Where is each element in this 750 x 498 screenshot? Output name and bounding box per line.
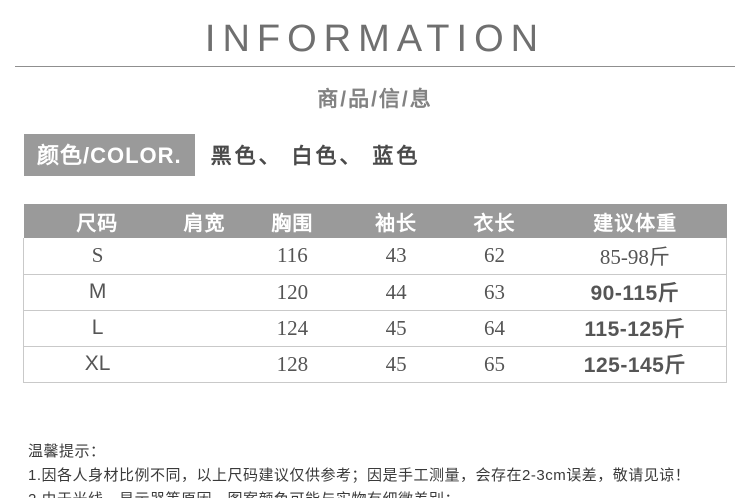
cell-sleeve: 43 [346,238,446,275]
cell-shoulder [171,274,238,311]
cell-bust: 128 [237,346,347,383]
cell-size: XL [23,346,172,383]
table-row-s: S 116 43 62 85-98斤 [23,238,727,275]
cell-sleeve: 44 [346,274,446,311]
column-header-shoulder: 肩宽 [171,204,238,238]
cell-length: 65 [445,346,544,383]
size-table: 尺码 肩宽 胸围 袖长 衣长 建议体重 S 116 43 62 85-98斤 M… [23,204,727,383]
table-row-l: L 124 45 64 115-125斤 [23,310,727,347]
notes-section: 温馨提示： 1.因各人身材比例不同，以上尺码建议仅供参考；因是手工测量，会存在2… [28,440,750,498]
cell-bust: 124 [237,310,347,347]
column-header-size: 尺码 [23,204,172,238]
notes-title: 温馨提示： [28,442,106,460]
table-row-xl: XL 128 45 65 125-145斤 [23,346,727,383]
table-row-m: M 120 44 63 90-115斤 [23,274,727,311]
cell-bust: 120 [237,274,347,311]
page-subtitle: 商/品/信/息 [317,88,433,111]
column-header-length: 衣长 [445,204,544,238]
title-divider [15,66,735,67]
cell-shoulder [171,310,238,347]
column-header-weight: 建议体重 [543,204,727,238]
color-section: 颜色/COLOR. 黑色、 白色、 蓝色 [24,134,750,176]
column-header-bust: 胸围 [237,204,347,238]
cell-sleeve: 45 [346,346,446,383]
cell-weight: 125-145斤 [543,346,727,383]
cell-length: 64 [445,310,544,347]
cell-length: 63 [445,274,544,311]
cell-sleeve: 45 [346,310,446,347]
cell-weight: 90-115斤 [543,274,727,311]
note-item-1: 1.因各人身材比例不同，以上尺码建议仅供参考；因是手工测量，会存在2-3cm误差… [28,466,691,484]
cell-bust: 116 [237,238,347,275]
color-values: 黑色、 白色、 蓝色 [210,145,421,168]
cell-shoulder [171,346,238,383]
size-table-header-row: 尺码 肩宽 胸围 袖长 衣长 建议体重 [23,204,727,238]
cell-weight: 85-98斤 [543,238,727,275]
color-label-badge: 颜色/COLOR. [24,134,195,176]
cell-weight: 115-125斤 [543,310,727,347]
note-item-2: 2.由于光线、显示器等原因，图案颜色可能与实物有细微差别； [28,488,750,498]
cell-size: L [23,310,172,347]
page-title: INFORMATION [204,18,546,60]
cell-size: S [23,238,172,275]
cell-size: M [23,274,172,311]
cell-shoulder [171,238,238,275]
column-header-sleeve: 袖长 [346,204,446,238]
cell-length: 62 [445,238,544,275]
